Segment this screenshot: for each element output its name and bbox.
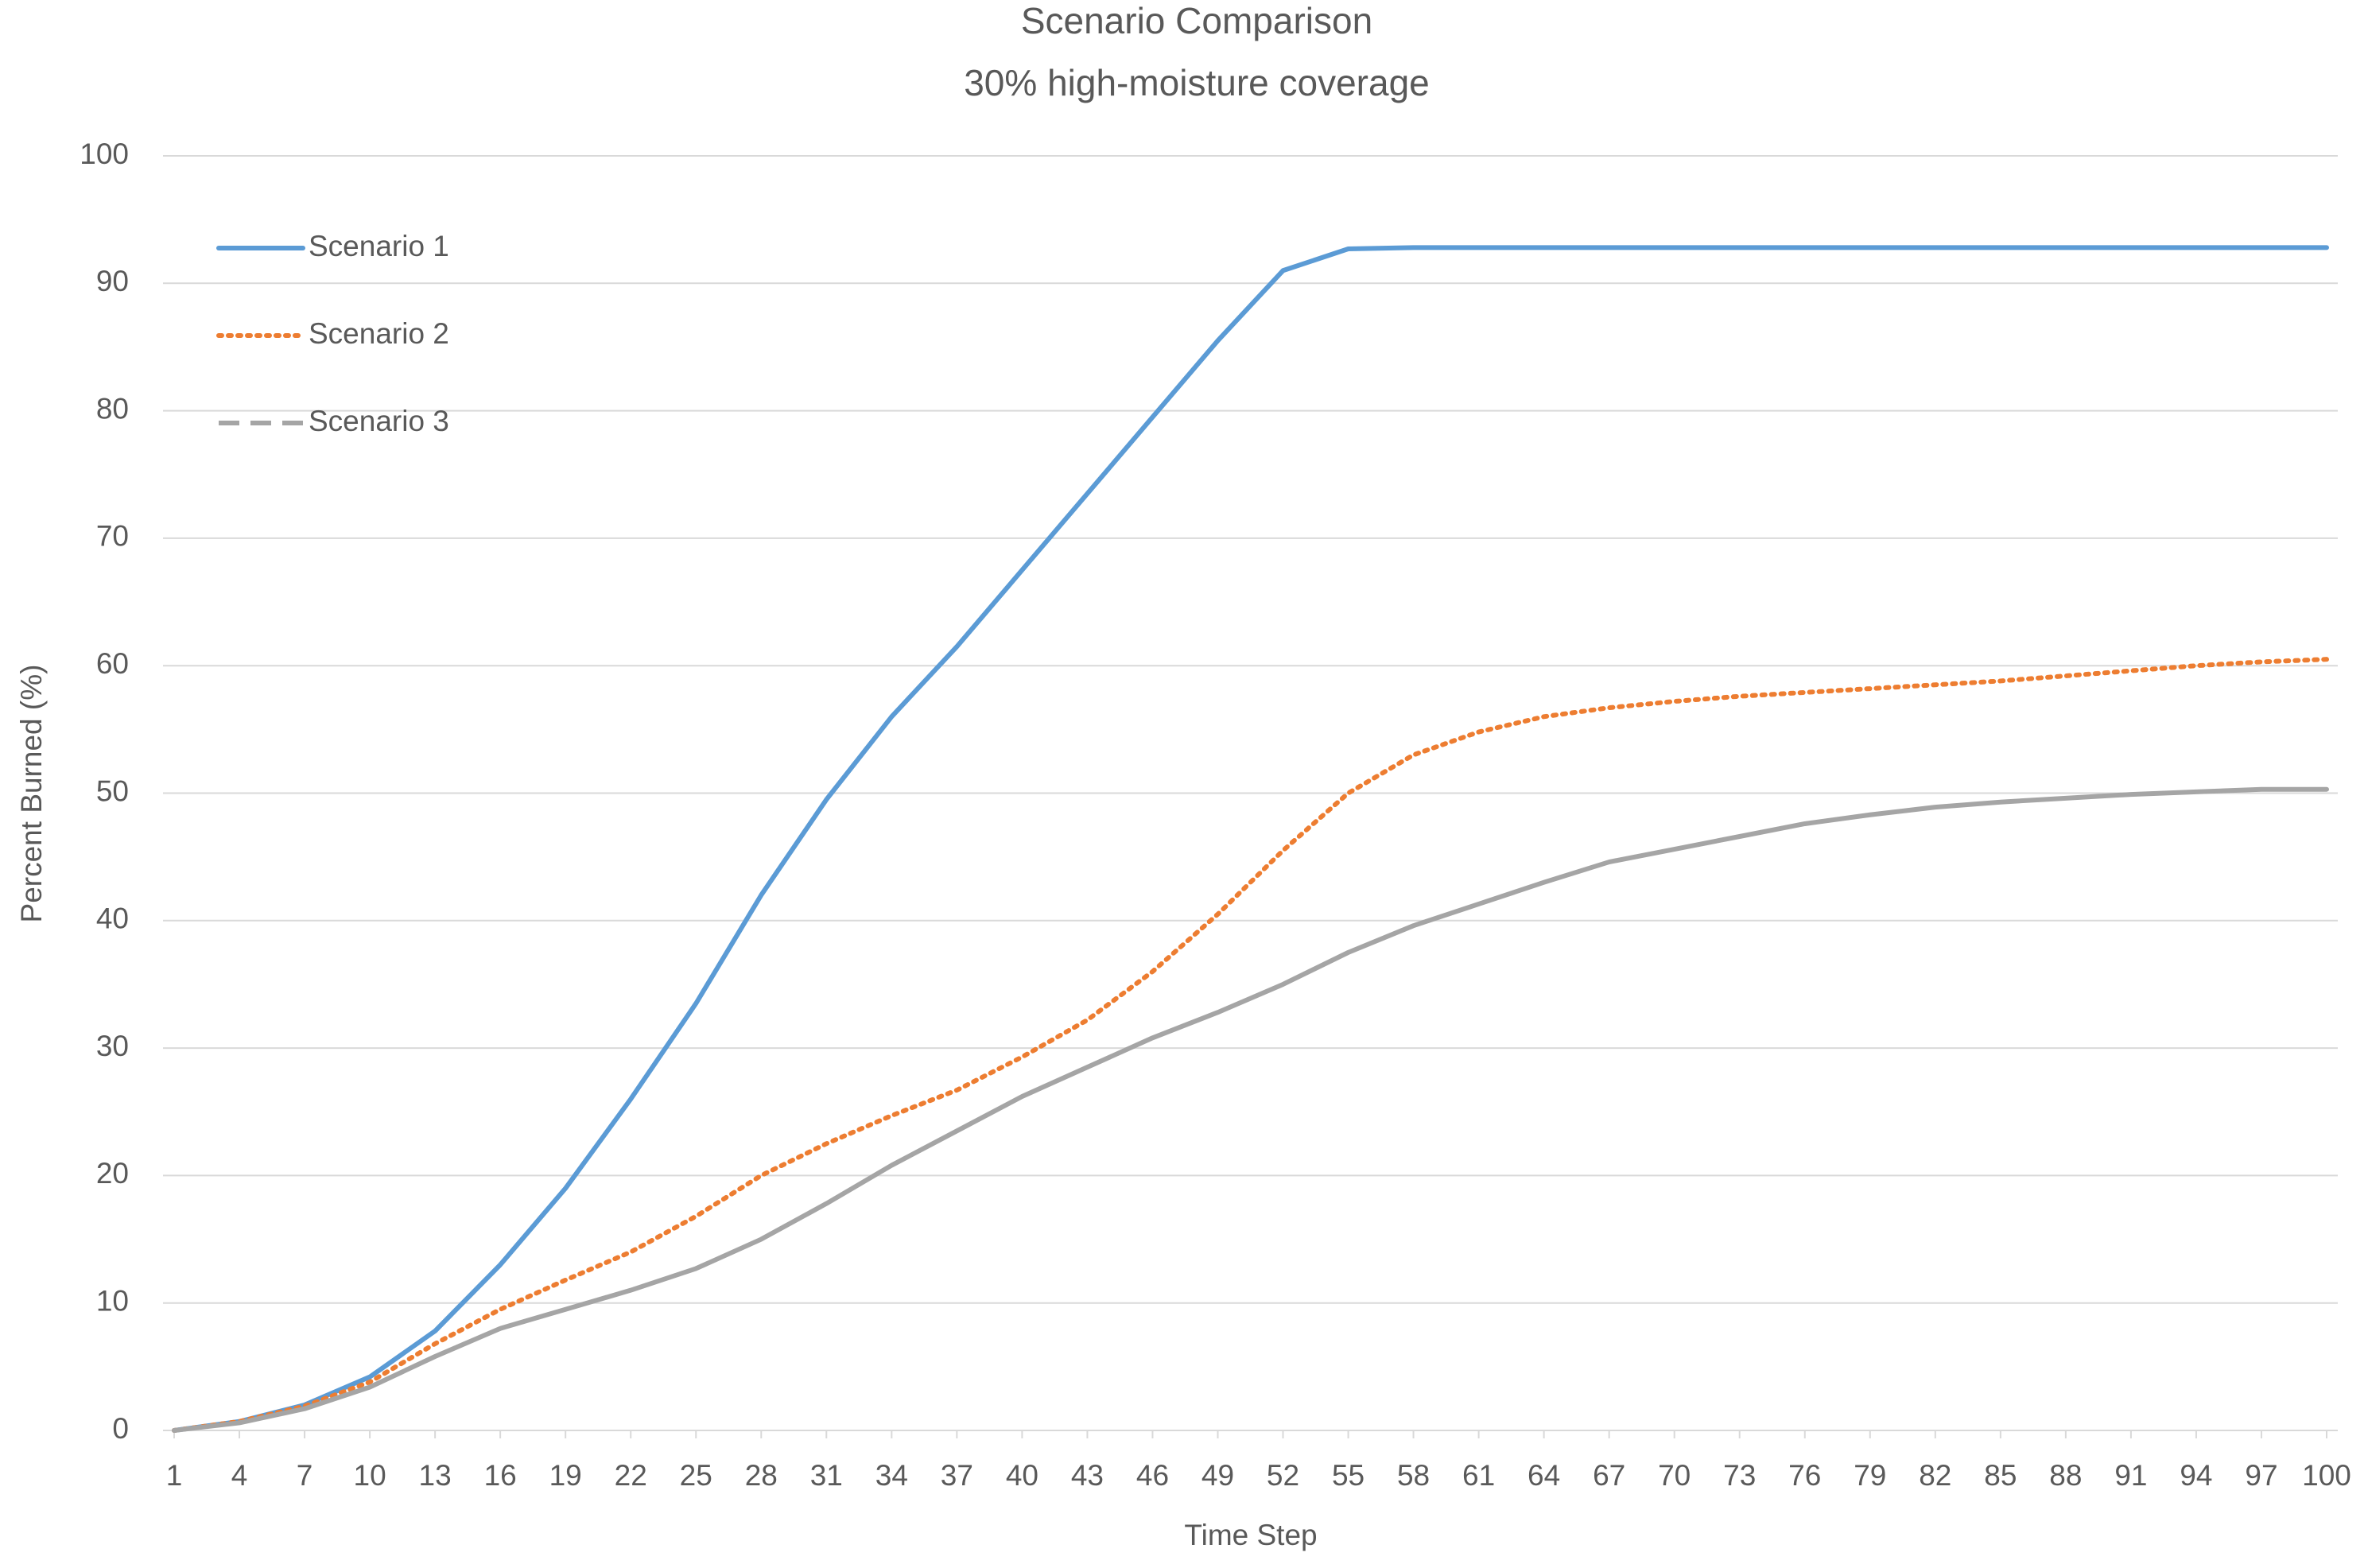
x-tick-label: 1 [166, 1459, 183, 1492]
x-tick-label: 73 [1723, 1459, 1756, 1492]
y-tick-label: 30 [96, 1030, 129, 1062]
x-tick-label: 43 [1071, 1459, 1104, 1492]
legend-label: Scenario 1 [309, 230, 449, 262]
x-tick-label: 46 [1136, 1459, 1169, 1492]
y-tick-label: 90 [96, 265, 129, 297]
x-tick-label: 85 [1984, 1459, 2017, 1492]
y-tick-label: 50 [96, 774, 129, 807]
y-tick-label: 40 [96, 902, 129, 935]
x-tick-label: 88 [2049, 1459, 2082, 1492]
x-tick-label: 49 [1201, 1459, 1234, 1492]
x-tick-label: 64 [1528, 1459, 1560, 1492]
x-tick-label: 4 [231, 1459, 248, 1492]
x-tick-label: 7 [297, 1459, 313, 1492]
x-tick-label: 10 [354, 1459, 386, 1492]
x-tick-label: 100 [2302, 1459, 2351, 1492]
y-tick-label: 80 [96, 392, 129, 425]
y-tick-label: 70 [96, 520, 129, 553]
x-tick-label: 40 [1006, 1459, 1038, 1492]
x-tick-label: 61 [1462, 1459, 1495, 1492]
series-line [172, 786, 2329, 1433]
y-axis-title: Percent Burned (%) [15, 665, 48, 923]
x-tick-label: 79 [1854, 1459, 1886, 1492]
x-tick-label: 13 [419, 1459, 452, 1492]
chart-title: Scenario Comparison [1021, 0, 1372, 41]
legend-label: Scenario 3 [309, 405, 449, 437]
x-tick-label: 52 [1267, 1459, 1299, 1492]
x-tick-label: 76 [1788, 1459, 1821, 1492]
y-tick-label: 60 [96, 647, 129, 680]
x-tick-label: 16 [484, 1459, 517, 1492]
x-tick-label: 22 [615, 1459, 647, 1492]
x-tick-label: 97 [2245, 1459, 2277, 1492]
x-tick-label: 55 [1332, 1459, 1365, 1492]
x-tick-label: 31 [810, 1459, 843, 1492]
y-tick-label: 10 [96, 1284, 129, 1317]
x-tick-label: 70 [1658, 1459, 1691, 1492]
x-tick-label: 25 [680, 1459, 712, 1492]
x-tick-label: 34 [875, 1459, 908, 1492]
y-tick-label: 100 [80, 138, 129, 170]
x-tick-label: 19 [549, 1459, 582, 1492]
x-tick-label: 28 [745, 1459, 778, 1492]
y-tick-label: 0 [112, 1412, 129, 1445]
legend-label: Scenario 2 [309, 317, 449, 350]
chart-subtitle: 30% high-moisture coverage [964, 62, 1430, 103]
x-tick-label: 67 [1593, 1459, 1625, 1492]
x-tick-label: 82 [1919, 1459, 1951, 1492]
x-tick-label: 37 [941, 1459, 973, 1492]
series-line [172, 657, 2329, 1433]
y-tick-label: 20 [96, 1157, 129, 1190]
x-tick-label: 94 [2180, 1459, 2212, 1492]
x-tick-label: 58 [1397, 1459, 1430, 1492]
x-axis-title: Time Step [1184, 1519, 1317, 1551]
series-line [172, 245, 2329, 1433]
x-tick-label: 91 [2114, 1459, 2147, 1492]
